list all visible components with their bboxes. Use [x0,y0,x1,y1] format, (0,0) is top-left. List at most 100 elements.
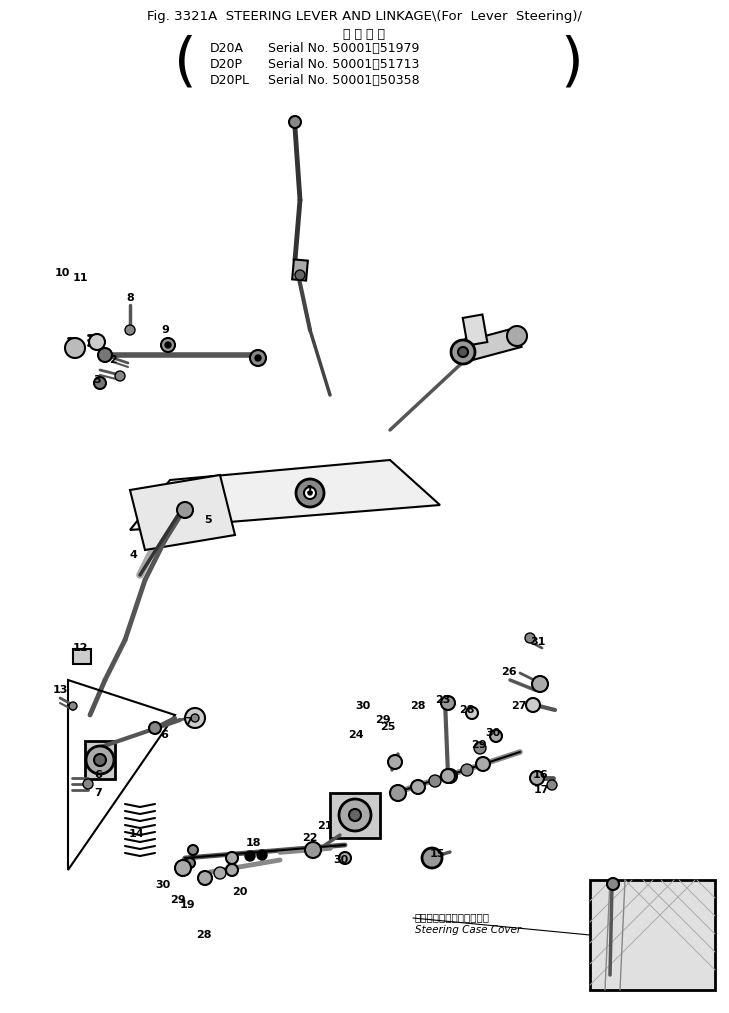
Circle shape [525,633,535,643]
Text: 19: 19 [180,900,196,910]
Text: 12: 12 [72,643,87,653]
Circle shape [547,780,557,790]
Text: 26: 26 [501,667,517,677]
Text: D20A: D20A [210,42,244,55]
Text: 30: 30 [355,701,370,711]
Text: ): ) [561,34,583,91]
Circle shape [458,347,468,357]
Circle shape [89,334,105,350]
Circle shape [461,764,473,776]
Circle shape [429,775,441,787]
Circle shape [441,769,455,783]
Circle shape [65,338,85,358]
Circle shape [226,864,238,876]
Text: 16: 16 [533,770,549,780]
Text: 10: 10 [55,268,70,278]
Polygon shape [590,880,715,990]
Bar [463,314,487,345]
Circle shape [466,707,478,719]
Text: D20PL: D20PL [210,74,250,87]
Text: 11: 11 [72,272,87,283]
Text: 5: 5 [204,515,212,525]
Text: 29: 29 [170,895,186,905]
Circle shape [255,355,261,361]
Circle shape [532,676,548,692]
Circle shape [94,377,106,389]
Text: 24: 24 [348,730,364,741]
Circle shape [305,842,321,858]
Circle shape [349,809,361,821]
Text: 6: 6 [94,770,102,780]
Circle shape [422,848,442,868]
Text: Serial No. 50001～51713: Serial No. 50001～51713 [268,58,419,71]
Circle shape [165,342,171,348]
Text: 18: 18 [245,838,261,848]
Text: ステアリングケースカバー: ステアリングケースカバー [415,912,490,922]
Text: 21: 21 [317,821,332,831]
Circle shape [530,771,544,785]
Circle shape [296,479,324,506]
Circle shape [304,487,316,499]
Text: 13: 13 [52,685,68,695]
Text: Serial No. 50001～51979: Serial No. 50001～51979 [268,42,419,55]
Text: 14: 14 [129,829,145,839]
Circle shape [308,491,312,495]
Bar [292,259,308,281]
Circle shape [83,779,93,789]
Text: 7: 7 [184,717,192,727]
Circle shape [214,867,226,879]
Text: 9: 9 [161,325,169,335]
Text: 適 用 号 機: 適 用 号 機 [343,28,386,41]
Circle shape [289,116,301,128]
Text: 8: 8 [126,293,134,303]
Text: 27: 27 [511,701,527,711]
Text: D20P: D20P [210,58,243,71]
Polygon shape [130,460,440,530]
Circle shape [388,755,402,769]
Bar [459,327,521,363]
Circle shape [250,350,266,366]
Circle shape [86,746,114,774]
Circle shape [390,785,406,801]
Circle shape [245,851,255,861]
Circle shape [94,754,106,766]
Circle shape [226,852,238,864]
Text: 28: 28 [459,705,475,715]
Circle shape [177,502,193,518]
Text: 28: 28 [410,701,426,711]
Text: Serial No. 50001～50358: Serial No. 50001～50358 [268,74,420,87]
Text: 29: 29 [471,741,487,750]
Circle shape [474,742,486,754]
Text: 7: 7 [94,788,102,798]
Circle shape [451,340,475,364]
Bar [85,741,115,779]
Circle shape [339,852,351,864]
Text: 6: 6 [160,730,168,741]
Circle shape [188,845,198,855]
Text: 17: 17 [533,785,549,795]
Circle shape [476,757,490,771]
Text: 4: 4 [129,550,137,560]
Circle shape [198,871,212,885]
Circle shape [115,371,125,381]
Text: 20: 20 [233,887,248,897]
Circle shape [441,696,455,710]
Circle shape [257,850,267,860]
Text: 28: 28 [196,930,211,940]
Circle shape [507,326,527,346]
Circle shape [339,799,371,831]
Circle shape [98,348,112,362]
Text: 22: 22 [303,833,318,843]
Circle shape [185,858,195,868]
Circle shape [526,698,540,712]
Circle shape [185,708,205,728]
Text: 30: 30 [155,880,171,890]
Text: 2: 2 [109,355,117,365]
Circle shape [490,730,502,742]
Text: 29: 29 [375,715,391,725]
Text: 15: 15 [429,849,445,859]
Text: 30: 30 [333,855,348,865]
Text: 25: 25 [381,722,396,732]
Circle shape [191,714,199,722]
Circle shape [443,769,457,783]
